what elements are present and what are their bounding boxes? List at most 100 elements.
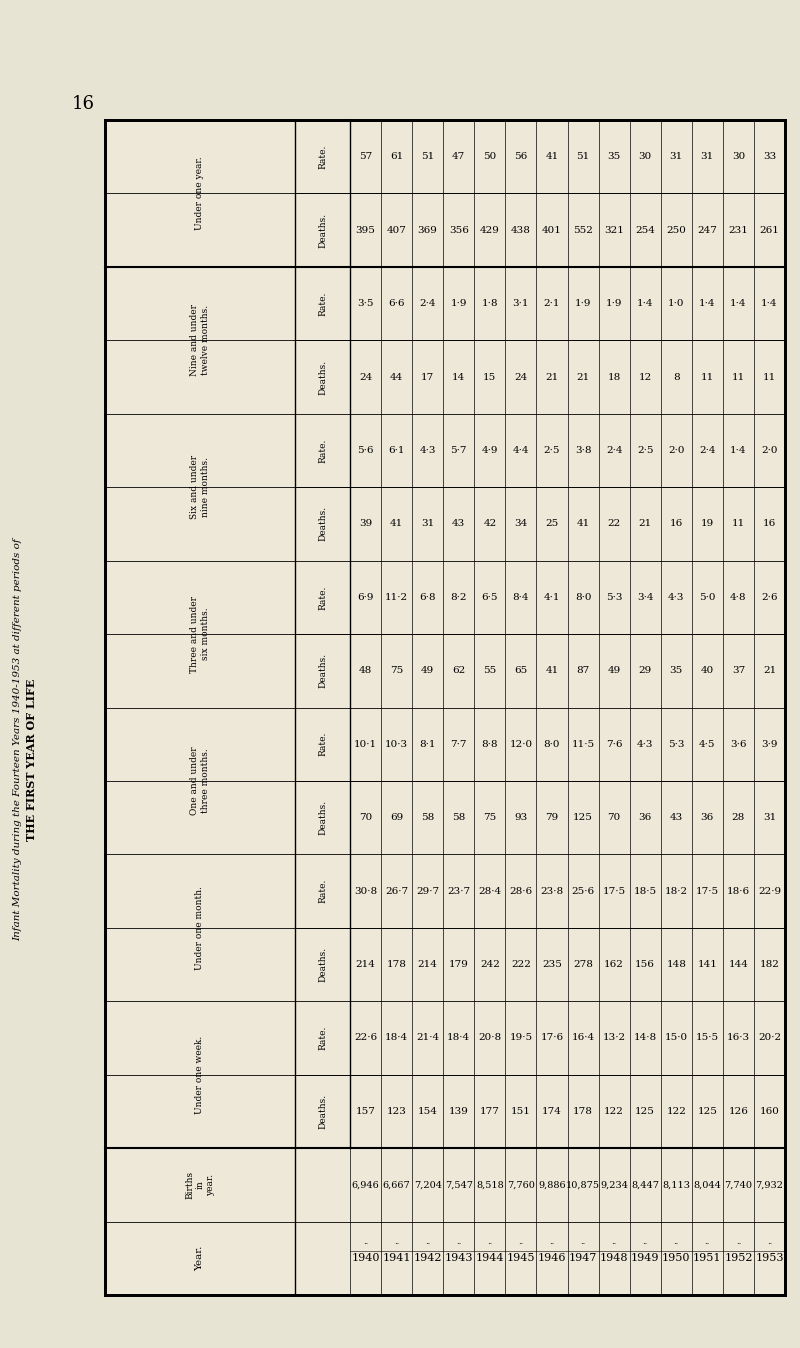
Text: 1946: 1946	[538, 1254, 566, 1263]
Text: 7,547: 7,547	[445, 1181, 473, 1189]
Text: 36: 36	[638, 813, 652, 822]
Text: 41: 41	[390, 519, 403, 528]
Text: 18·4: 18·4	[447, 1034, 470, 1042]
Text: 7·7: 7·7	[450, 740, 467, 748]
Text: ..: ..	[363, 1237, 368, 1246]
Text: 1·4: 1·4	[730, 299, 746, 309]
Text: 16·4: 16·4	[571, 1034, 594, 1042]
Text: 31: 31	[701, 152, 714, 162]
Text: Under one year.: Under one year.	[195, 156, 205, 231]
Text: 3·1: 3·1	[513, 299, 529, 309]
Text: 8·0: 8·0	[544, 740, 560, 748]
Text: ..: ..	[550, 1237, 554, 1246]
Text: 17: 17	[421, 372, 434, 381]
Text: 11·5: 11·5	[571, 740, 594, 748]
Text: 6·5: 6·5	[482, 593, 498, 601]
Text: 15: 15	[483, 372, 497, 381]
Text: 61: 61	[390, 152, 403, 162]
Text: ..: ..	[767, 1237, 772, 1246]
Text: 1941: 1941	[382, 1254, 411, 1263]
Text: 18·2: 18·2	[665, 887, 688, 895]
Text: 179: 179	[449, 960, 469, 969]
Text: 9,234: 9,234	[600, 1181, 628, 1189]
Text: 8,518: 8,518	[476, 1181, 504, 1189]
Text: 55: 55	[483, 666, 497, 675]
Text: 125: 125	[573, 813, 593, 822]
Text: 6,946: 6,946	[352, 1181, 379, 1189]
Text: Three and under
six months.: Three and under six months.	[190, 596, 210, 673]
Text: ..: ..	[487, 1237, 493, 1246]
Text: ..: ..	[736, 1237, 741, 1246]
Text: ..: ..	[642, 1237, 648, 1246]
Text: Deaths.: Deaths.	[318, 801, 327, 836]
Text: 4·1: 4·1	[544, 593, 560, 601]
Text: 25: 25	[546, 519, 558, 528]
Text: 8,447: 8,447	[631, 1181, 659, 1189]
Text: 11: 11	[732, 372, 745, 381]
Text: 222: 222	[511, 960, 531, 969]
Text: 21: 21	[577, 372, 590, 381]
Text: 1949: 1949	[631, 1254, 659, 1263]
Text: ..: ..	[674, 1237, 679, 1246]
Text: 24: 24	[514, 372, 527, 381]
Text: Deaths.: Deaths.	[318, 360, 327, 395]
Text: 12: 12	[638, 372, 652, 381]
Text: 17·6: 17·6	[541, 1034, 563, 1042]
Text: 139: 139	[449, 1107, 469, 1116]
Text: 79: 79	[546, 813, 558, 822]
Text: 1947: 1947	[569, 1254, 598, 1263]
Text: 70: 70	[607, 813, 621, 822]
Text: 29: 29	[638, 666, 652, 675]
Text: 1942: 1942	[414, 1254, 442, 1263]
Text: 8·2: 8·2	[450, 593, 467, 601]
Text: 41: 41	[577, 519, 590, 528]
Text: Rate.: Rate.	[318, 144, 327, 168]
Text: 47: 47	[452, 152, 466, 162]
Text: 6·8: 6·8	[419, 593, 436, 601]
Text: Deaths.: Deaths.	[318, 1093, 327, 1130]
Text: 242: 242	[480, 960, 500, 969]
Text: 11: 11	[732, 519, 745, 528]
Text: Rate.: Rate.	[318, 438, 327, 462]
Text: 20·8: 20·8	[478, 1034, 502, 1042]
Text: 4·8: 4·8	[730, 593, 746, 601]
Text: 1951: 1951	[693, 1254, 722, 1263]
Text: 1·4: 1·4	[637, 299, 654, 309]
Text: 2·6: 2·6	[762, 593, 778, 601]
Text: 157: 157	[355, 1107, 375, 1116]
Text: 40: 40	[701, 666, 714, 675]
Text: 2·5: 2·5	[544, 446, 560, 456]
Text: 4·3: 4·3	[419, 446, 436, 456]
Text: 15·0: 15·0	[665, 1034, 688, 1042]
Text: 75: 75	[483, 813, 497, 822]
Text: ..: ..	[611, 1237, 617, 1246]
Text: 58: 58	[452, 813, 466, 822]
Text: 30: 30	[638, 152, 652, 162]
Text: 34: 34	[514, 519, 527, 528]
Text: 7,204: 7,204	[414, 1181, 442, 1189]
Text: 10·3: 10·3	[385, 740, 408, 748]
Text: 22·6: 22·6	[354, 1034, 377, 1042]
Text: 552: 552	[573, 225, 593, 235]
Text: 356: 356	[449, 225, 469, 235]
Text: 19: 19	[701, 519, 714, 528]
Text: 21·4: 21·4	[416, 1034, 439, 1042]
Text: 278: 278	[573, 960, 593, 969]
Text: 5·3: 5·3	[606, 593, 622, 601]
Text: 122: 122	[666, 1107, 686, 1116]
Text: 214: 214	[418, 960, 438, 969]
Text: 12·0: 12·0	[510, 740, 533, 748]
Text: 178: 178	[386, 960, 406, 969]
Text: 144: 144	[729, 960, 748, 969]
Text: 28·4: 28·4	[478, 887, 502, 895]
Text: 8,044: 8,044	[694, 1181, 722, 1189]
Text: 11: 11	[701, 372, 714, 381]
Text: 7,740: 7,740	[724, 1181, 752, 1189]
Text: 3·5: 3·5	[358, 299, 374, 309]
Text: 17·5: 17·5	[696, 887, 719, 895]
Text: 31: 31	[421, 519, 434, 528]
Text: 8·8: 8·8	[482, 740, 498, 748]
Text: 8·4: 8·4	[513, 593, 529, 601]
Text: 16·3: 16·3	[727, 1034, 750, 1042]
Text: 2·4: 2·4	[419, 299, 436, 309]
